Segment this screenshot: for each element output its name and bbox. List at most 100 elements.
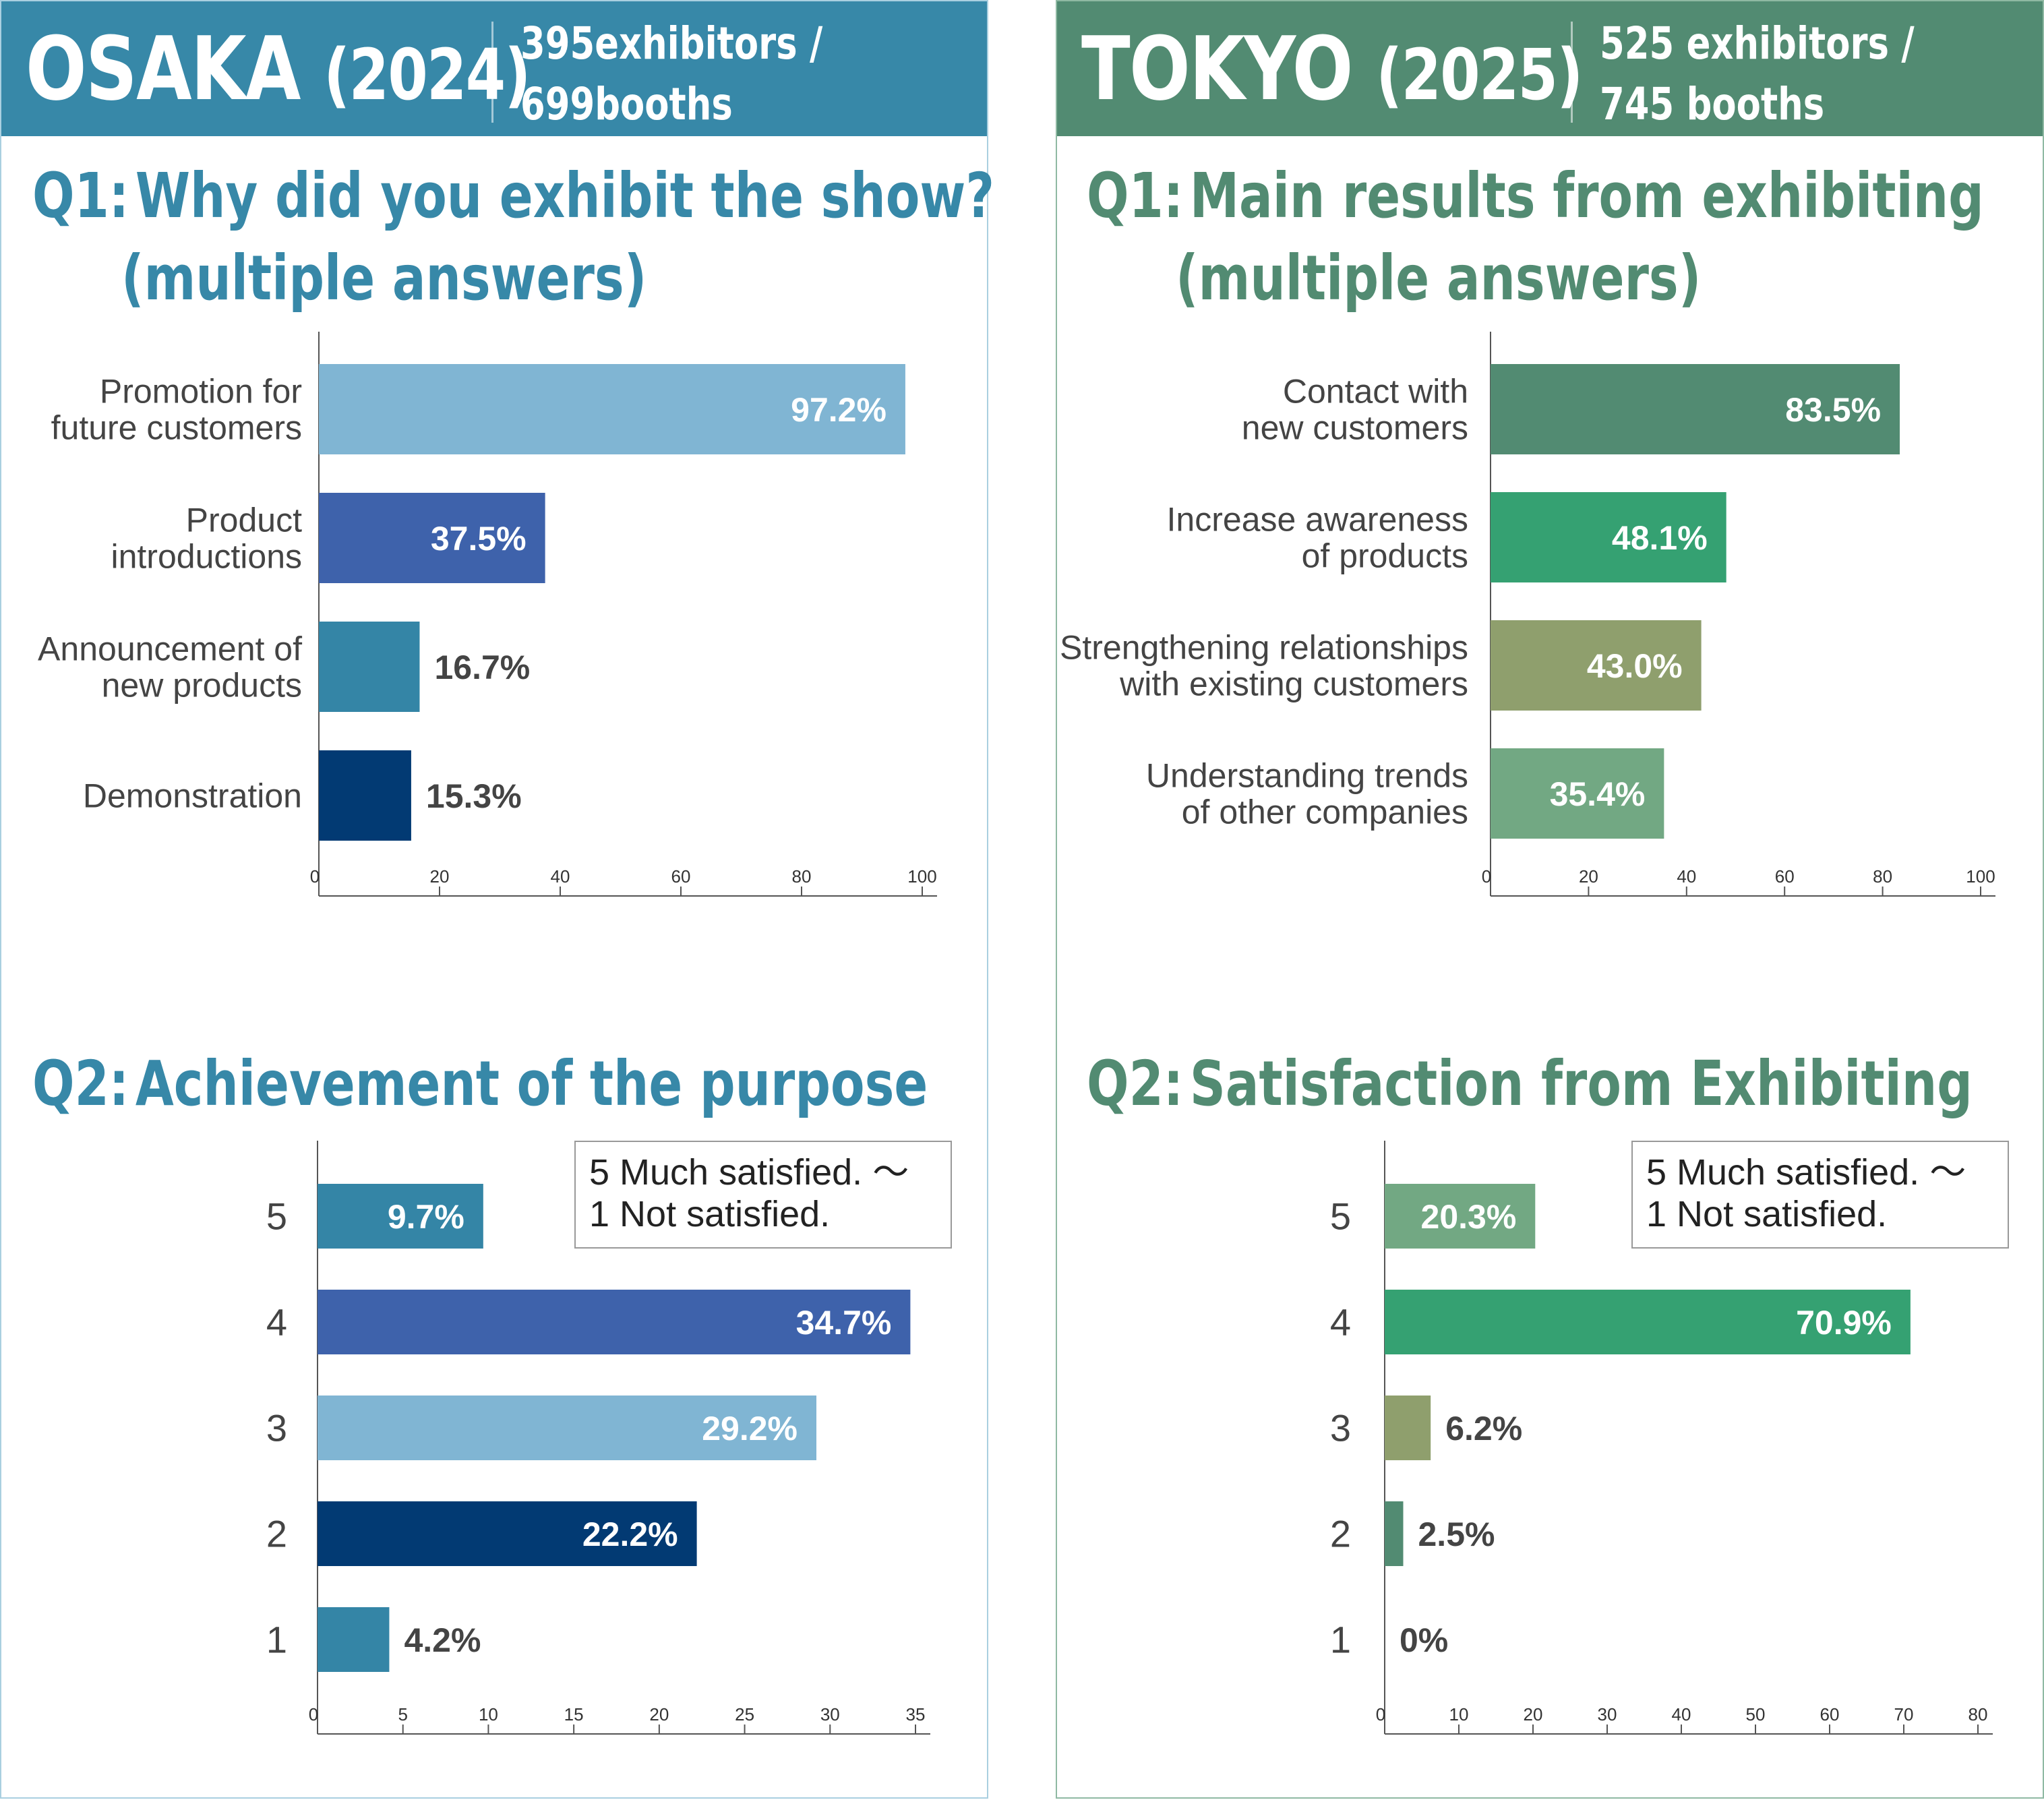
tokyo-panel: TOKYO (2025) 525 exhibitors / 745 booths… [1056, 0, 2044, 1799]
category-label-line: 5 [1330, 1195, 1351, 1238]
bar [1385, 1290, 1911, 1354]
bar [1491, 492, 1726, 582]
category-label: Promotion for future customers [51, 373, 302, 447]
bar [1491, 364, 1900, 454]
category-label: 5 [266, 1195, 287, 1238]
category-label-line: 1 [266, 1619, 287, 1661]
category-label: 4 [1330, 1301, 1351, 1344]
bar [318, 1396, 817, 1460]
bar [1491, 620, 1702, 711]
x-tick-label: 0 [1376, 1704, 1385, 1724]
bar [1491, 748, 1664, 839]
data-label: 37.5% [431, 520, 527, 558]
x-tick-label: 100 [1966, 866, 1995, 887]
category-label-line: 1 [1330, 1619, 1351, 1661]
x-tick-label: 15 [564, 1704, 584, 1724]
osaka-stats: 395exhibitors / 699booths [520, 13, 822, 135]
x-tick-label: 80 [1968, 1704, 1988, 1724]
data-label: 22.2% [582, 1516, 678, 1553]
osaka-q1-chart: 0 20 40 60 80 100 Promotion for future customer… [38, 332, 937, 897]
x-tick-label: 80 [792, 866, 812, 887]
category-label: 2 [266, 1513, 287, 1555]
data-label: 29.2% [702, 1410, 798, 1447]
osaka-header: OSAKA (2024) 395exhibitors / 699booths [1, 1, 987, 136]
bar [1385, 1501, 1404, 1566]
header-divider [491, 22, 493, 123]
category-label-line: Contact with [1283, 373, 1468, 411]
data-label: 20.3% [1421, 1198, 1517, 1236]
x-tick-label: 40 [1677, 866, 1696, 887]
x-tick-label: 10 [479, 1704, 498, 1724]
data-label: 34.7% [796, 1304, 892, 1342]
category-label-line: Demonstration [83, 777, 302, 815]
x-tick-label: 25 [735, 1704, 754, 1724]
category-label: Understanding trends of other companies [1146, 757, 1468, 831]
osaka-exhibitors: 395exhibitors / [520, 18, 823, 69]
osaka-q2-title: Q2: Achievement of the purpose [32, 1048, 928, 1120]
x-tick-label: 30 [820, 1704, 840, 1724]
category-label-line: Announcement of [38, 630, 302, 668]
tokyo-stats: 525 exhibitors / 745 booths [1600, 13, 1915, 135]
x-tick-label: 40 [551, 866, 570, 887]
x-tick-label: 0 [1482, 866, 1491, 887]
category-label-line: 3 [1330, 1407, 1351, 1449]
category-label-line: Increase awareness [1167, 501, 1468, 539]
x-tick-label: 20 [1579, 866, 1598, 887]
category-label: 2 [1330, 1513, 1351, 1555]
bar [1385, 1396, 1431, 1460]
category-label: 1 [266, 1619, 287, 1661]
tokyo-q2-legend: 5 Much satisfied. ～ 1 Not satisfied. [1631, 1141, 2009, 1249]
category-label: 1 [1330, 1619, 1351, 1661]
category-label: Product introductions [111, 502, 303, 576]
bar [318, 1290, 911, 1354]
bar [318, 1607, 390, 1672]
category-label-line: of products [1302, 537, 1468, 575]
x-tick-label: 10 [1449, 1704, 1469, 1724]
osaka-q2-chart: 0 5 10 15 20 25 30 35 5 9.7% 4 34.7% 3 29.2% 2 22.2% 1 4.… [266, 1141, 930, 1735]
x-tick-label: 40 [1672, 1704, 1691, 1724]
data-label: 4.2% [404, 1621, 481, 1659]
category-label: Strengthening relationships with existing… [1060, 629, 1468, 703]
data-label: 35.4% [1550, 775, 1646, 813]
x-tick-label: 60 [1820, 1704, 1840, 1724]
bar [318, 1501, 697, 1566]
tokyo-q2-chart: 0 10 20 30 40 50 60 70 80 5 20.3% 4 70.9% 3 6.2% 2 2.5% 1… [1330, 1141, 1993, 1735]
data-label: 0% [1400, 1621, 1448, 1659]
tokyo-q1-chart: 0 20 40 60 80 100 Contact with new customers 83.… [1060, 332, 1995, 897]
x-tick-label: 30 [1598, 1704, 1617, 1724]
osaka-panel: OSAKA (2024) 395exhibitors / 699booths Q… [0, 0, 994, 1799]
tokyo-q1-title: Q1: Main results from exhibiting (multipl… [1087, 160, 1984, 314]
data-label: 70.9% [1796, 1304, 1892, 1342]
tokyo-q2-title: Q2: Satisfaction from Exhibiting [1087, 1048, 1973, 1120]
x-tick-label: 60 [671, 866, 691, 887]
category-label-line: Understanding trends [1146, 757, 1468, 795]
x-tick-label: 20 [1524, 1704, 1543, 1724]
x-tick-label: 50 [1746, 1704, 1766, 1724]
category-label: Increase awareness of products [1167, 501, 1468, 575]
category-label-line: new products [102, 667, 302, 704]
x-tick-label: 20 [430, 866, 450, 887]
category-label: Demonstration [83, 777, 302, 815]
category-label: 5 [1330, 1195, 1351, 1238]
bar [319, 364, 905, 454]
category-label-line: with existing customers [1119, 665, 1468, 703]
osaka-city-title: OSAKA (2024) [26, 18, 531, 120]
category-label-line: new customers [1242, 409, 1468, 447]
category-label: Contact with new customers [1242, 373, 1468, 447]
category-label-line: 4 [1330, 1301, 1351, 1344]
data-label: 9.7% [388, 1198, 464, 1236]
bar [318, 1184, 483, 1249]
data-label: 43.0% [1587, 647, 1683, 685]
category-label: Announcement of new products [38, 630, 302, 704]
category-label: 3 [1330, 1407, 1351, 1449]
category-label-line: future customers [51, 409, 302, 447]
x-tick-label: 0 [309, 1704, 318, 1724]
category-label-line: Promotion for [100, 373, 302, 411]
data-label: 83.5% [1785, 391, 1881, 429]
bar [319, 750, 411, 841]
data-label: 6.2% [1445, 1410, 1522, 1447]
category-label: 4 [266, 1301, 287, 1344]
x-tick-label: 80 [1873, 866, 1892, 887]
bar [319, 622, 420, 712]
category-label: 3 [266, 1407, 287, 1449]
